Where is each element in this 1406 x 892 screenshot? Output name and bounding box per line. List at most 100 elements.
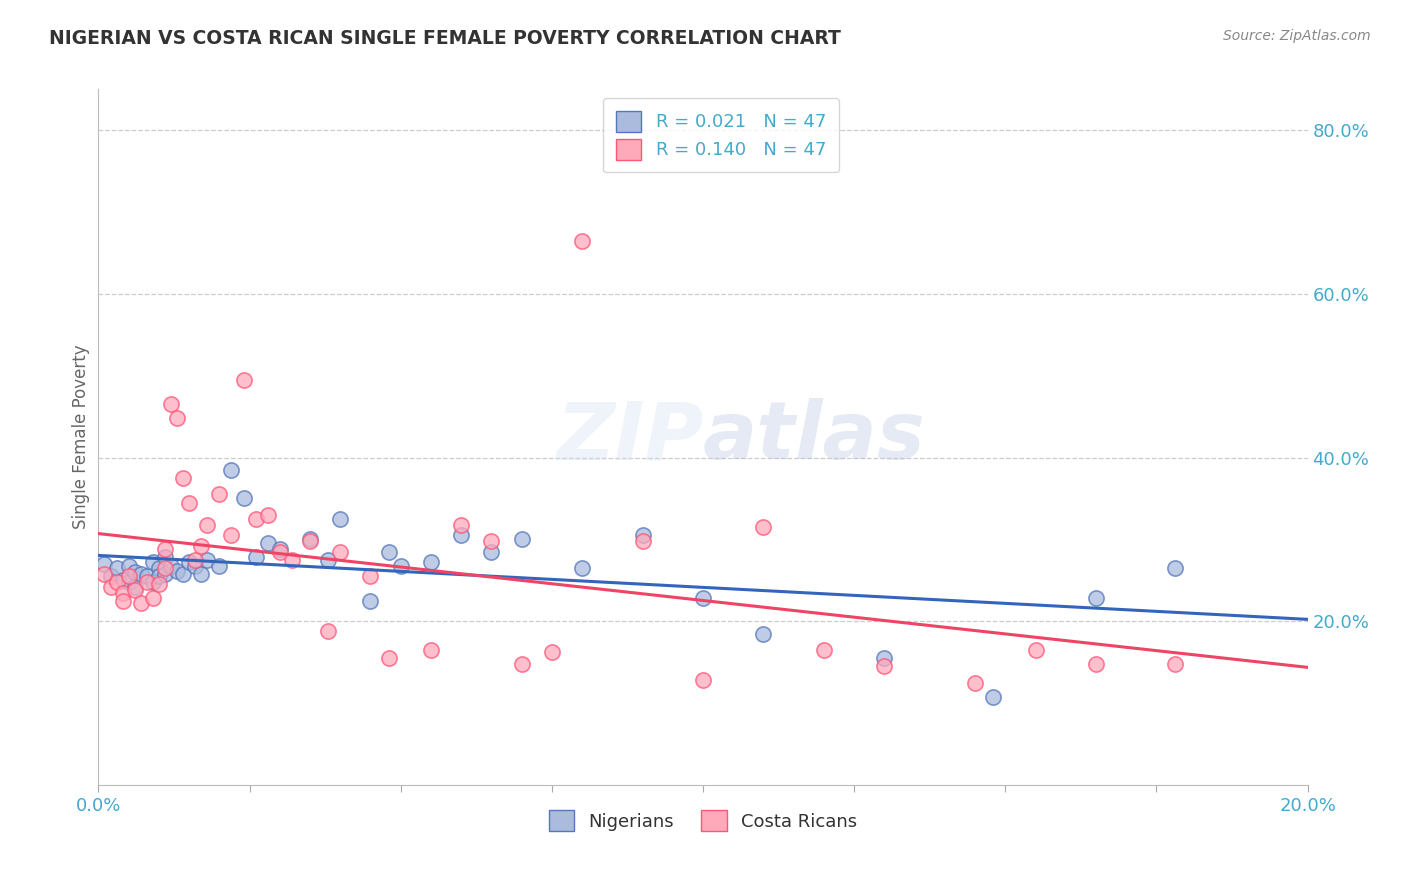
Point <box>245 550 267 565</box>
Point <box>100 580 122 594</box>
Point <box>481 534 503 549</box>
Point <box>813 643 835 657</box>
Point <box>450 528 472 542</box>
Point <box>631 534 654 549</box>
Point <box>153 550 176 565</box>
Legend: Nigerians, Costa Ricans: Nigerians, Costa Ricans <box>541 804 865 838</box>
Point <box>256 508 278 522</box>
Point <box>752 520 775 534</box>
Point <box>873 651 896 665</box>
Point <box>208 487 231 501</box>
Point <box>510 657 533 671</box>
Point <box>142 574 165 589</box>
Point <box>692 673 714 688</box>
Point <box>873 659 896 673</box>
Text: NIGERIAN VS COSTA RICAN SINGLE FEMALE POVERTY CORRELATION CHART: NIGERIAN VS COSTA RICAN SINGLE FEMALE PO… <box>49 29 841 47</box>
Point <box>190 566 212 581</box>
Point <box>316 624 339 638</box>
Point <box>450 517 472 532</box>
Point <box>232 491 254 506</box>
Y-axis label: Single Female Poverty: Single Female Poverty <box>72 345 90 529</box>
Point <box>135 574 157 589</box>
Point <box>148 561 170 575</box>
Point <box>269 542 291 557</box>
Point <box>221 528 243 542</box>
Point <box>481 544 503 558</box>
Point <box>510 533 533 547</box>
Point <box>142 555 165 569</box>
Point <box>124 580 146 594</box>
Point <box>389 558 412 573</box>
Point <box>179 495 201 509</box>
Text: atlas: atlas <box>703 398 925 476</box>
Point <box>281 553 304 567</box>
Point <box>232 373 254 387</box>
Point <box>148 569 170 583</box>
Point <box>93 557 115 571</box>
Point <box>190 539 212 553</box>
Text: Source: ZipAtlas.com: Source: ZipAtlas.com <box>1223 29 1371 43</box>
Point <box>179 555 201 569</box>
Point <box>184 558 207 573</box>
Point <box>329 512 352 526</box>
Point <box>166 564 188 578</box>
Point <box>245 512 267 526</box>
Point <box>1085 591 1108 606</box>
Point <box>135 569 157 583</box>
Point <box>540 645 562 659</box>
Point <box>100 569 122 583</box>
Point <box>111 574 134 588</box>
Point <box>299 533 322 547</box>
Point <box>124 565 146 579</box>
Point <box>269 544 291 558</box>
Point <box>329 544 352 558</box>
Point <box>148 577 170 591</box>
Point <box>118 569 141 583</box>
Point <box>166 411 188 425</box>
Point <box>752 626 775 640</box>
Point <box>184 553 207 567</box>
Point <box>420 555 443 569</box>
Point <box>142 591 165 606</box>
Point <box>1163 561 1185 575</box>
Point <box>360 594 382 608</box>
Point <box>299 534 322 549</box>
Point <box>1024 643 1046 657</box>
Point <box>256 536 278 550</box>
Point <box>692 591 714 606</box>
Point <box>208 558 231 573</box>
Text: ZIP: ZIP <box>555 398 703 476</box>
Point <box>1085 657 1108 671</box>
Point <box>965 675 987 690</box>
Point <box>129 566 152 581</box>
Point <box>172 566 194 581</box>
Point <box>153 561 176 575</box>
Point <box>360 569 382 583</box>
Point <box>111 585 134 599</box>
Point <box>105 574 128 589</box>
Point <box>124 583 146 598</box>
Point <box>160 558 183 573</box>
Point <box>377 651 399 665</box>
Point <box>172 471 194 485</box>
Point <box>631 528 654 542</box>
Point <box>93 566 115 581</box>
Point <box>377 544 399 558</box>
Point <box>571 561 593 575</box>
Point <box>420 643 443 657</box>
Point <box>195 553 218 567</box>
Point <box>111 594 134 608</box>
Point <box>981 690 1004 704</box>
Point <box>316 553 339 567</box>
Point <box>160 397 183 411</box>
Point <box>571 234 593 248</box>
Point <box>153 542 176 557</box>
Point <box>105 561 128 575</box>
Point <box>153 566 176 581</box>
Point <box>195 517 218 532</box>
Point <box>221 463 243 477</box>
Point <box>118 574 141 589</box>
Point <box>118 558 141 573</box>
Point <box>129 596 152 610</box>
Point <box>1163 657 1185 671</box>
